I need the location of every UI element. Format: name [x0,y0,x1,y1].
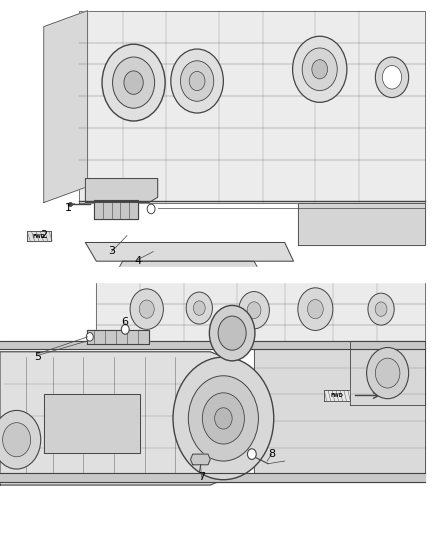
Circle shape [375,358,400,388]
Circle shape [121,325,129,334]
Circle shape [298,288,333,330]
Text: 5: 5 [34,352,41,362]
Circle shape [209,305,255,361]
Circle shape [368,293,394,325]
Polygon shape [254,349,425,473]
Polygon shape [0,266,438,282]
Circle shape [302,48,337,91]
Polygon shape [298,203,425,245]
Circle shape [0,410,41,469]
Polygon shape [324,390,350,401]
Circle shape [189,71,205,91]
Circle shape [202,393,244,444]
Polygon shape [79,11,425,203]
Polygon shape [191,454,210,465]
Circle shape [102,44,165,121]
Text: 3: 3 [108,246,115,255]
Circle shape [139,300,154,318]
Circle shape [367,348,409,399]
Polygon shape [0,473,425,482]
Polygon shape [0,352,237,485]
Circle shape [124,71,143,94]
Circle shape [375,57,409,98]
Text: 1: 1 [64,203,71,213]
Circle shape [180,61,214,101]
Circle shape [239,292,269,329]
Polygon shape [44,394,140,453]
Polygon shape [22,11,425,266]
Circle shape [247,449,256,459]
Circle shape [247,302,261,319]
Circle shape [86,333,93,341]
Polygon shape [27,231,51,241]
Circle shape [173,357,274,480]
Polygon shape [350,341,425,405]
Polygon shape [85,179,158,203]
Polygon shape [114,261,263,277]
Circle shape [130,289,163,329]
Circle shape [307,300,323,319]
Polygon shape [87,330,149,344]
Circle shape [382,66,402,89]
Circle shape [188,376,258,461]
Circle shape [194,301,205,316]
Text: 4: 4 [134,256,141,266]
Polygon shape [0,341,425,349]
Circle shape [218,316,246,350]
Text: 2: 2 [40,230,47,239]
Polygon shape [44,11,88,203]
Circle shape [147,204,155,214]
Text: 7: 7 [198,472,205,482]
Circle shape [375,302,387,317]
Polygon shape [0,282,438,522]
Circle shape [186,292,212,324]
Polygon shape [85,243,293,261]
Polygon shape [96,282,425,341]
Text: FWD: FWD [331,393,344,398]
Circle shape [293,36,347,102]
Text: 8: 8 [268,449,275,459]
Text: 6: 6 [121,318,128,327]
Polygon shape [94,200,138,219]
Circle shape [312,60,328,79]
Circle shape [3,423,31,457]
Circle shape [113,57,155,108]
Circle shape [215,408,232,429]
Circle shape [171,49,223,113]
Text: FWD: FWD [33,233,46,239]
